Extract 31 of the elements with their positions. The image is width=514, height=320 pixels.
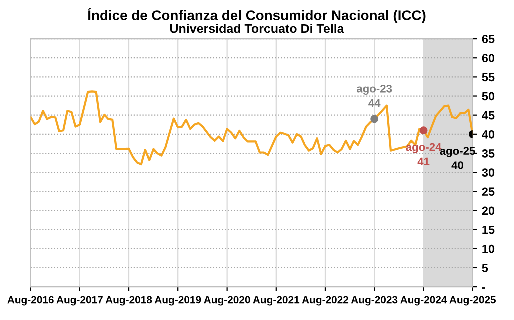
point (370, 115, 378, 124)
y-tick-label: 5 (482, 264, 488, 272)
chart-title: Índice de Confianza del Consumidor Nacional (ICC) (88, 8, 426, 24)
x-tick-label: Aug-2025 (450, 296, 496, 306)
y-tick-label: 45 (482, 112, 495, 120)
annotation: ago-25 40 (440, 147, 476, 170)
x-tick-label: Aug-2020 (204, 296, 250, 306)
x-tick-label: Aug-2016 (8, 296, 54, 306)
annotation: ago-24 41 (406, 143, 442, 166)
x-tick-label: Aug-2022 (302, 296, 349, 306)
x-tick-label: Aug-2024 (400, 296, 448, 306)
chart-subtitle: Universidad Torcuato Di Tella (170, 24, 344, 34)
y-tick-label: 35 (482, 150, 495, 158)
y-tick-label: 25 (482, 188, 495, 196)
y-tick-label: 50 (482, 92, 495, 101)
annotation: ago-23 44 (356, 84, 392, 108)
x-tick-label: Aug-2019 (154, 296, 202, 306)
y-tick-label: 40 (482, 130, 495, 139)
y-tick-label: 15 (482, 226, 495, 234)
y-tick-label: 30 (482, 168, 495, 177)
y-tick-label: 10 (482, 244, 495, 254)
y-tick-label: 65 (482, 35, 495, 44)
x-tick-label: Aug-2017 (56, 296, 103, 306)
x-tick-label: Aug-2018 (106, 296, 152, 306)
x-tick-label: Aug-2021 (253, 296, 300, 306)
y-tick-label: 55 (482, 73, 495, 82)
y-tick-label: 20 (482, 206, 495, 216)
y-tick-label: - (482, 288, 486, 289)
x-tick-label: Aug-2023 (351, 296, 398, 306)
y-tick-label: 60 (482, 54, 495, 63)
point (420, 126, 428, 135)
